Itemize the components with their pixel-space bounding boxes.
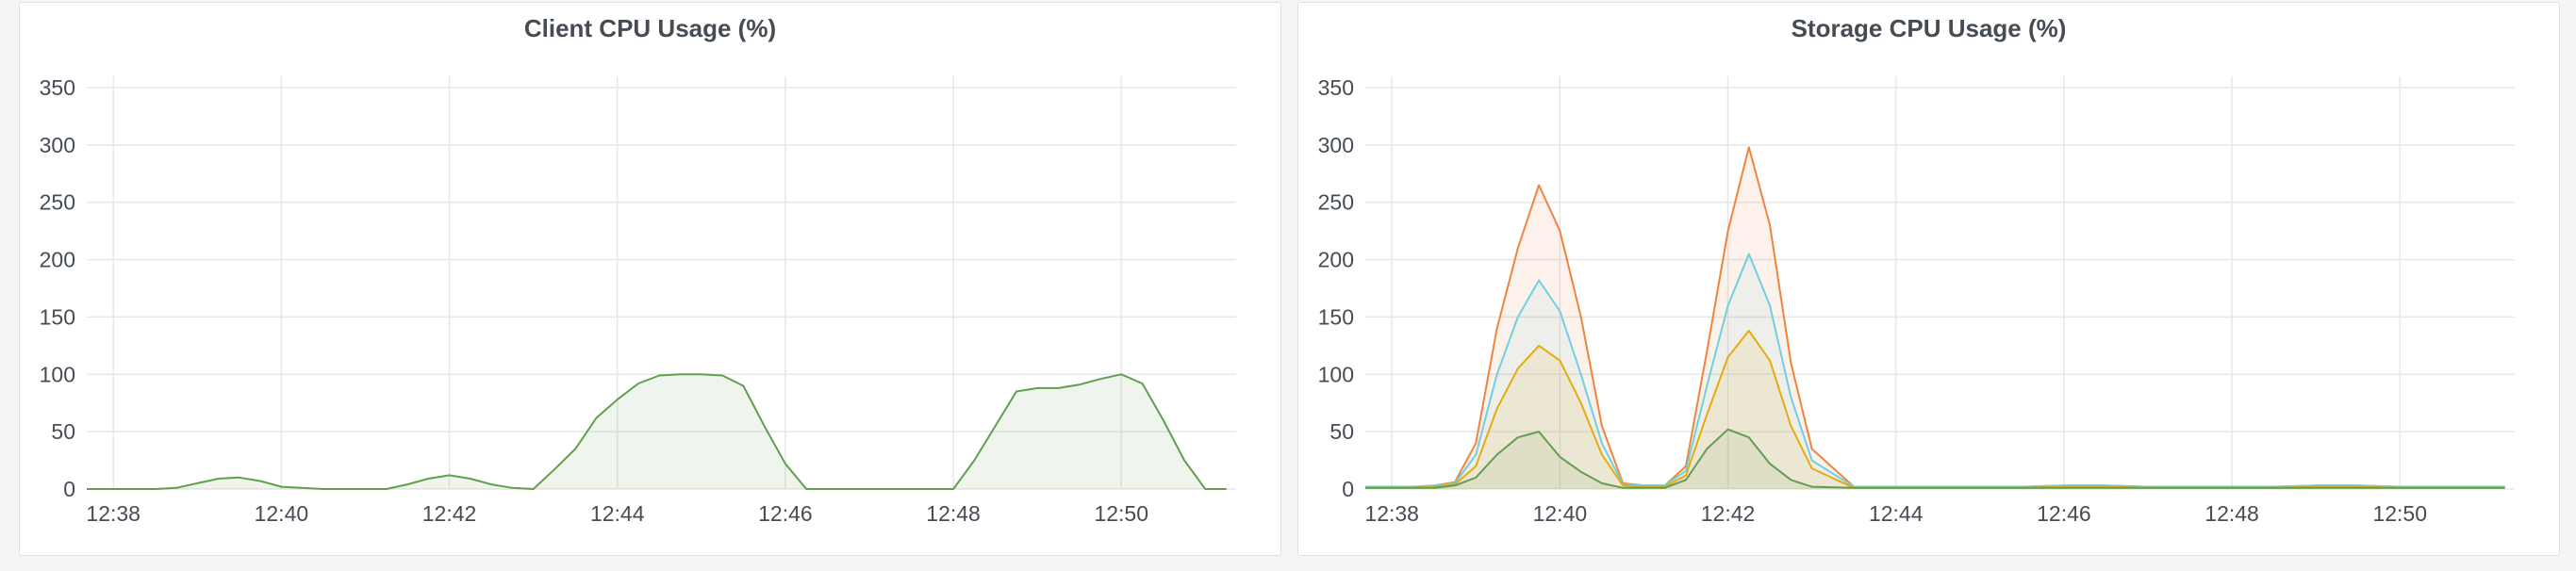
x-tick-label: 12:42 (422, 501, 477, 526)
y-tick-label: 200 (1318, 248, 1354, 272)
x-tick-label: 12:48 (926, 501, 981, 526)
x-tick-label: 12:38 (1364, 501, 1419, 526)
series-group (1365, 146, 2505, 490)
series-line (1365, 253, 2505, 488)
y-tick-label: 200 (40, 248, 75, 272)
series-area (1365, 429, 2505, 489)
y-tick-label: 50 (1329, 419, 1354, 444)
grid (1365, 76, 2515, 490)
client-cpu-panel: Client CPU Usage (%) 0 50 100 150 200 250 300 3… (19, 2, 1281, 556)
y-tick-label: 0 (1342, 477, 1354, 501)
series-line (1365, 428, 2505, 489)
x-tick-label: 12:44 (1869, 501, 1924, 526)
x-tick-label: 12:50 (1094, 501, 1148, 526)
y-tick-label: 250 (1318, 190, 1354, 215)
y-tick-label: 100 (40, 362, 75, 386)
x-tick-label: 12:46 (2037, 501, 2091, 526)
x-tick-label: 12:40 (255, 501, 309, 526)
series-area (87, 374, 1227, 489)
grid (87, 76, 1236, 490)
storage-cpu-panel: Storage CPU Usage (%) 0 50 100 150 200 250 300… (1297, 2, 2560, 556)
y-tick-label: 250 (40, 190, 75, 215)
y-tick-label: 150 (40, 304, 75, 329)
series-line (87, 373, 1227, 490)
x-tick-label: 12:40 (1533, 501, 1588, 526)
x-tick-label: 12:38 (86, 501, 140, 526)
series-area (1365, 253, 2505, 489)
panel-title[interactable]: Client CPU Usage (%) (523, 14, 777, 42)
x-tick-label: 12:42 (1701, 501, 1756, 526)
y-tick-label: 100 (1318, 362, 1354, 386)
y-tick-label: 0 (63, 477, 75, 501)
x-tick-label: 12:46 (758, 501, 813, 526)
x-tick-label: 12:44 (590, 501, 645, 526)
y-tick-label: 50 (51, 419, 75, 444)
client-cpu-chart: 0 50 100 150 200 250 300 350 12:38 12:40 12:42 12:4… (40, 75, 1236, 526)
x-tick-label: 12:50 (2372, 501, 2427, 526)
panel-title[interactable]: Storage CPU Usage (%) (1791, 14, 2067, 42)
series-group (87, 373, 1227, 490)
y-tick-label: 300 (40, 133, 75, 157)
y-tick-label: 350 (1318, 75, 1354, 100)
y-tick-label: 150 (1318, 304, 1354, 329)
y-tick-label: 350 (40, 75, 75, 100)
x-tick-label: 12:48 (2204, 501, 2259, 526)
storage-cpu-chart: 0 50 100 150 200 250 300 350 12:38 12:40 12:42 12:4… (1318, 75, 2515, 526)
y-tick-label: 300 (1318, 133, 1354, 157)
